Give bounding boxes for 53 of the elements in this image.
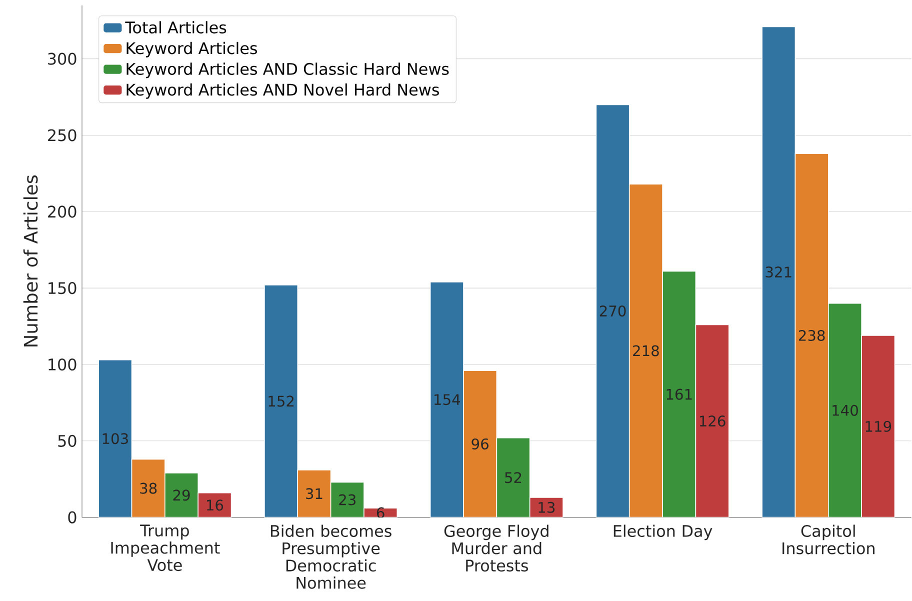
data-label: 52 [505,472,522,483]
x-tick-label: George Floyd Murder and Protests [444,524,548,572]
bar [762,26,796,518]
data-label: 23 [339,494,356,506]
data-label: 154 [434,394,460,405]
legend-label: Keyword Articles AND Novel Hard News [126,83,439,99]
bar [297,469,332,518]
y-tick-label: 250 [48,129,76,142]
data-label: 119 [866,420,892,432]
data-label: 321 [766,266,792,278]
bar [695,324,730,518]
bar [463,370,498,518]
data-label: 31 [306,488,322,500]
bar [430,281,464,518]
data-label: 29 [173,489,190,501]
data-label: 103 [102,432,128,444]
y-tick-label: 0 [68,511,76,524]
y-tick-label: 150 [48,282,76,294]
bar [662,270,696,518]
data-label: 96 [472,438,488,450]
y-tick-label: 100 [48,358,76,370]
bar [596,104,630,518]
bar [264,284,298,518]
legend-label: Keyword Articles [126,42,257,58]
legend-label: Total Articles [125,21,226,34]
data-label: 13 [538,502,555,513]
y-axis-title: Number of Articles [23,175,38,346]
data-label: 161 [666,388,692,400]
y-tick-label: 300 [48,52,76,65]
bar [794,153,829,518]
data-label: 238 [798,330,825,341]
data-label: 16 [207,499,224,510]
bar [164,472,199,518]
bar [828,302,862,518]
data-label: 218 [633,345,659,356]
data-label: 140 [832,404,858,416]
bar [330,482,364,518]
x-tick-label: Trump Impeachment Vote [111,524,220,571]
x-tick-label: Election Day [614,524,712,540]
x-tick-label: Biden becomes Presumptive Democratic Nominee [270,524,392,589]
bar [98,359,132,518]
data-label: 38 [140,482,157,494]
bar [131,458,166,518]
x-tick-label: Capitol Insurrection [782,524,874,554]
data-label: 152 [268,396,294,407]
y-tick-label: 200 [48,205,76,218]
bar [861,334,896,518]
bar [496,437,530,518]
legend-label: Keyword Articles AND Classic Hard News [126,62,449,78]
data-label: 126 [700,415,726,426]
data-label: 270 [600,305,626,316]
bar [628,184,663,518]
y-tick-label: 50 [58,434,76,447]
